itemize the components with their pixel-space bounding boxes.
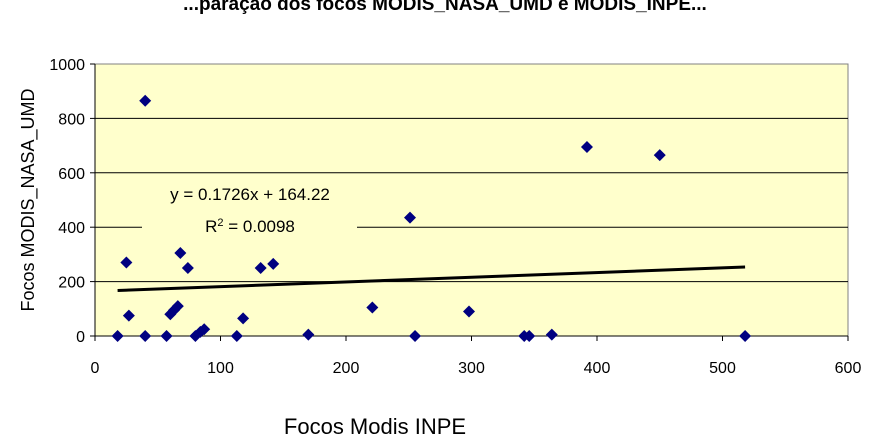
- x-axis-label: Focos Modis INPE: [284, 414, 466, 438]
- x-axis-ticks: 0 100 200 300 400 500 600: [91, 360, 862, 377]
- trendline-label-box: y = 0.1726x + 164.22 R2 = 0.0098: [142, 176, 357, 240]
- trendline-group: [117, 265, 746, 292]
- data-point: [122, 309, 135, 322]
- data-point: [160, 330, 173, 342]
- data-point: [462, 305, 475, 318]
- data-point: [302, 328, 315, 341]
- axes: [90, 63, 849, 341]
- trendline-r-squared: R2 = 0.0098: [205, 217, 295, 236]
- y-tick-label: 800: [58, 111, 85, 128]
- data-points: [111, 94, 752, 342]
- data-point: [404, 211, 417, 224]
- trendline: [117, 265, 746, 292]
- data-point: [580, 140, 593, 153]
- data-point: [267, 257, 280, 270]
- x-tick-label: 500: [709, 360, 736, 377]
- x-tick-label: 100: [207, 360, 234, 377]
- y-tick-label: 0: [76, 329, 85, 346]
- y-axis-ticks: 0 200 400 600 800 1000: [49, 57, 85, 346]
- x-tick-label: 0: [91, 360, 100, 377]
- data-point: [254, 262, 267, 274]
- y-tick-label: 400: [58, 220, 85, 237]
- x-tick-label: 600: [835, 360, 862, 377]
- data-point: [545, 328, 558, 341]
- data-point: [198, 323, 211, 336]
- data-point: [139, 94, 152, 107]
- data-point: [237, 312, 250, 325]
- data-point: [739, 330, 752, 342]
- data-point: [139, 330, 152, 342]
- y-tick-label: 1000: [49, 57, 85, 74]
- data-point: [174, 247, 187, 260]
- y-axis-label: Focos MODIS_NASA_UMD: [18, 88, 39, 311]
- x-tick-label: 200: [333, 360, 360, 377]
- data-point: [171, 300, 184, 313]
- data-point: [181, 262, 194, 274]
- chart-title: ...paração dos focos MODIS_NASA_UMD e MO…: [183, 0, 707, 15]
- data-point: [120, 256, 133, 269]
- x-tick-label: 300: [458, 360, 485, 377]
- data-point: [523, 330, 536, 342]
- data-point: [111, 330, 124, 342]
- y-tick-label: 600: [58, 166, 85, 183]
- x-tick-label: 400: [584, 360, 611, 377]
- y-tick-label: 200: [58, 275, 85, 292]
- data-point: [409, 330, 422, 342]
- data-point: [366, 301, 379, 314]
- trendline-equation: y = 0.1726x + 164.22: [170, 185, 330, 204]
- data-point: [230, 330, 243, 342]
- data-point: [653, 149, 666, 162]
